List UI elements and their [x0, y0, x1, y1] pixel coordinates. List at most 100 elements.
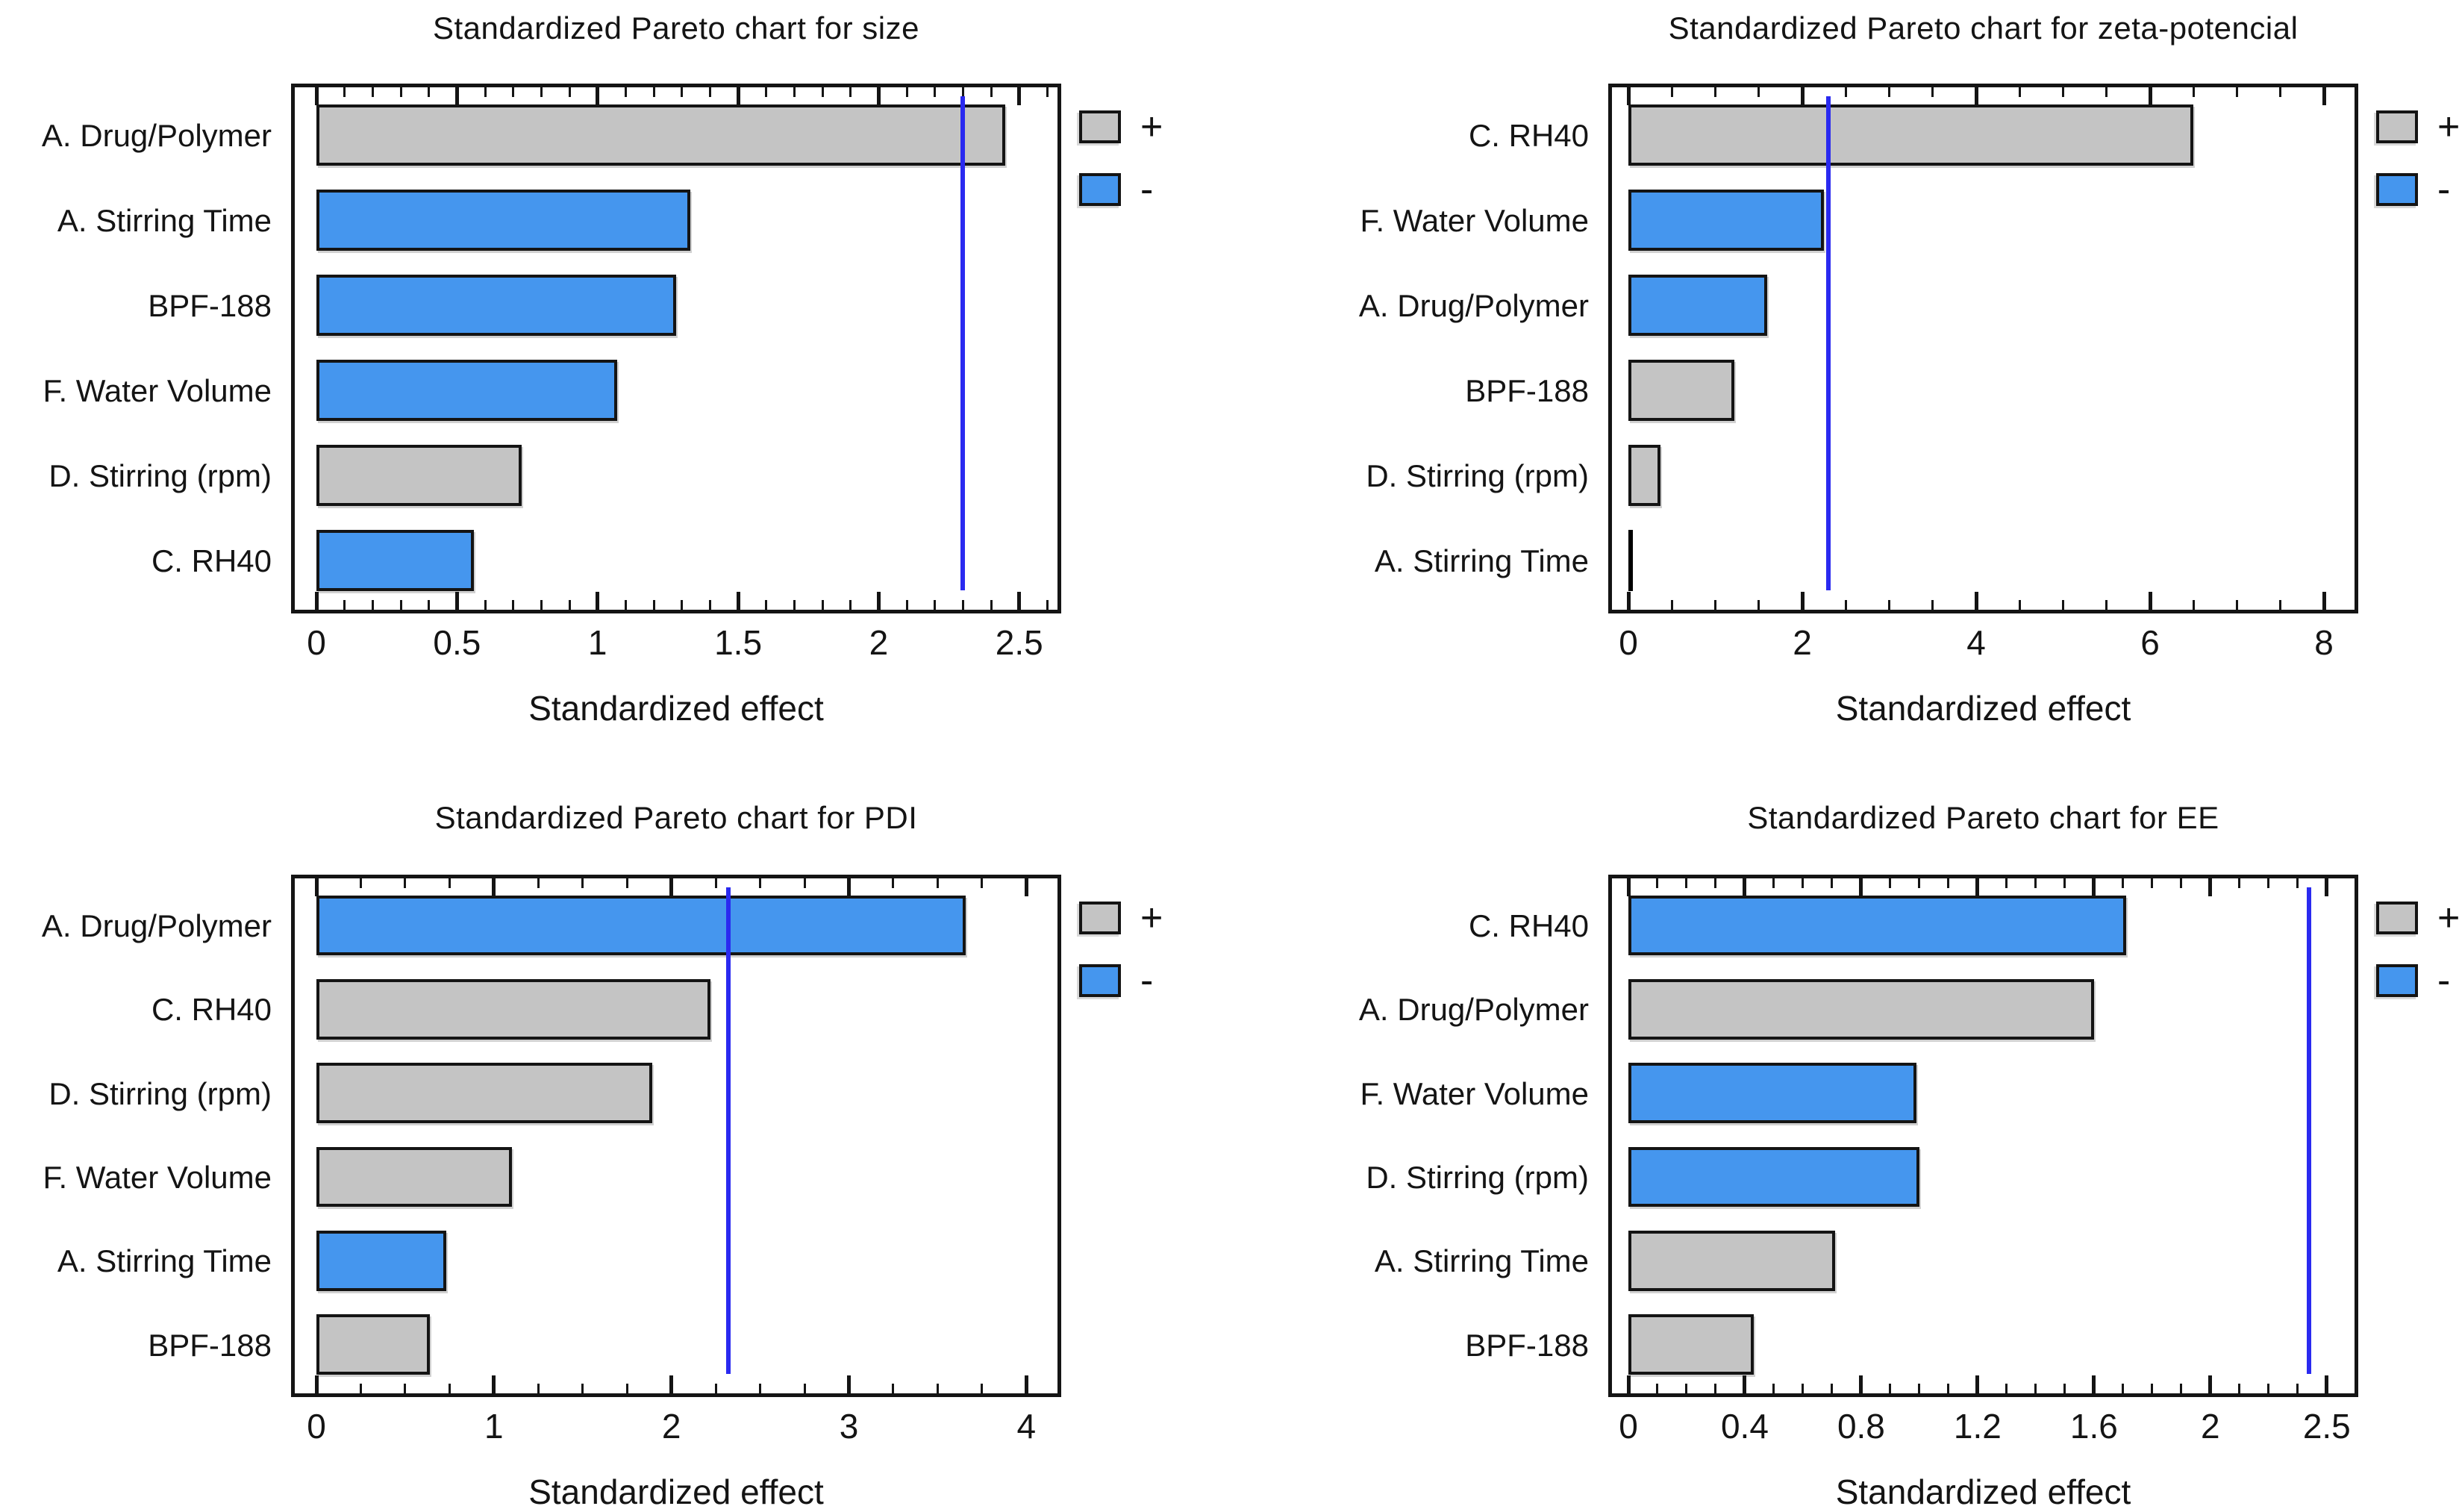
bar-a-drug-polymer [1628, 274, 1768, 336]
axis-minor-tick [2180, 878, 2183, 888]
axis-major-tick [2208, 1375, 2213, 1393]
axis-minor-tick [2238, 878, 2241, 888]
axis-minor-tick [537, 1384, 540, 1393]
x-tick-label: 0 [307, 1407, 326, 1446]
axis-minor-tick [2236, 600, 2239, 610]
category-label: D. Stirring (rpm) [49, 458, 272, 493]
axis-major-tick [314, 1375, 319, 1393]
axis-minor-tick [2267, 1384, 2270, 1393]
legend-plus-label: + [1140, 896, 1163, 940]
axis-minor-tick [2062, 600, 2065, 610]
axis-major-tick [846, 1375, 851, 1393]
axis-minor-tick [1931, 600, 1934, 610]
legend-minus-label: - [2437, 959, 2451, 1002]
axis-major-tick [876, 87, 881, 105]
reference-line [960, 96, 966, 590]
axis-minor-tick [343, 87, 346, 97]
axis-minor-tick [981, 878, 984, 888]
axis-major-tick [669, 1375, 674, 1393]
bar-c-rh40 [1628, 104, 2194, 166]
axis-minor-tick [892, 1384, 895, 1393]
bar-d-stirring-rpm- [1628, 1146, 1919, 1208]
axis-minor-tick [1656, 878, 1659, 888]
reference-line [2307, 887, 2312, 1374]
x-axis-label: Standardized effect [528, 1472, 824, 1511]
x-axis-label: Standardized effect [528, 689, 824, 728]
axis-major-tick [1626, 592, 1631, 610]
bar-a-drug-polymer [1628, 978, 2094, 1040]
legend-minus-swatch [2376, 964, 2418, 997]
legend-minus-swatch [1079, 173, 1121, 206]
x-tick-label: 3 [839, 1407, 859, 1446]
legend-plus-entry: + [1079, 105, 1163, 149]
x-tick-labels: 0 0.5 1 1.5 2 2.5 [291, 622, 1061, 666]
legend-plus-label: + [2437, 105, 2459, 149]
axis-major-tick [1017, 592, 1022, 610]
axis-minor-tick [934, 600, 937, 610]
category-label: A. Stirring Time [1374, 543, 1589, 578]
x-tick-label: 2 [1793, 623, 1812, 662]
axis-minor-tick [759, 878, 762, 888]
axis-major-tick [2148, 87, 2152, 105]
legend-plus-label: + [2437, 896, 2459, 940]
axis-minor-tick [934, 87, 937, 97]
legend-plus-label: + [1140, 105, 1163, 149]
axis-minor-tick [990, 600, 993, 610]
legend-minus-label: - [1140, 168, 1154, 211]
axis-minor-tick [568, 600, 571, 610]
axis-minor-tick [1947, 1384, 1950, 1393]
axis-minor-tick [1714, 600, 1716, 610]
legend-plus-swatch [2376, 902, 2418, 934]
legend: + - [2376, 105, 2459, 236]
axis-minor-tick [1046, 600, 1049, 610]
axis-minor-tick [961, 87, 964, 97]
axis-minor-tick [1046, 87, 1049, 97]
axis-minor-tick [2034, 878, 2037, 888]
bar-bpf-188 [1628, 359, 1735, 421]
x-tick-label: 0 [1619, 623, 1638, 662]
pareto-chart-size: Standardized Pareto chart for size A. Dr… [0, 0, 1229, 749]
axis-minor-tick [1844, 87, 1847, 97]
axis-major-tick [454, 87, 459, 105]
chart-title: Standardized Pareto chart for size [432, 10, 919, 46]
axis-minor-tick [512, 87, 515, 97]
plot-frame [1608, 875, 2358, 1397]
axis-minor-tick [1670, 87, 1673, 97]
axis-major-tick [492, 1375, 496, 1393]
legend-plus-swatch [1079, 902, 1121, 934]
axis-minor-tick [2267, 878, 2270, 888]
axis-minor-tick [961, 600, 964, 610]
axis-major-tick [2092, 1375, 2096, 1393]
axis-minor-tick [981, 1384, 984, 1393]
axis-minor-tick [404, 878, 407, 888]
axis-major-tick [2322, 87, 2326, 105]
axis-major-tick [1974, 592, 1978, 610]
pareto-chart-zeta-potencial: Standardized Pareto chart for zeta-poten… [1229, 0, 2459, 749]
category-label: A. Drug/Polymer [41, 908, 272, 944]
axis-minor-tick [2105, 87, 2108, 97]
axis-major-tick [596, 87, 600, 105]
axis-major-tick [1800, 592, 1805, 610]
category-label: BPF-188 [1465, 373, 1589, 408]
axis-major-tick [1017, 87, 1022, 105]
bar-bpf-188 [1628, 1314, 1754, 1375]
axis-minor-tick [849, 600, 852, 610]
bar-a-stirring-time [316, 1230, 446, 1291]
axis-minor-tick [793, 87, 796, 97]
axis-minor-tick [624, 87, 627, 97]
axis-minor-tick [484, 87, 487, 97]
x-tick-label: 0.4 [1720, 1407, 1769, 1446]
bar-f-water-volume [1628, 1063, 1917, 1124]
legend-minus-entry: - [1079, 168, 1163, 211]
pareto-chart-pdi: Standardized Pareto chart for PDI A. Dru… [0, 749, 1229, 1511]
axis-minor-tick [803, 878, 806, 888]
axis-minor-tick [2238, 1384, 2241, 1393]
axis-minor-tick [1947, 878, 1950, 888]
axis-major-tick [1024, 878, 1028, 896]
axis-minor-tick [1757, 600, 1760, 610]
axis-major-tick [1859, 1375, 1863, 1393]
axis-minor-tick [2005, 1384, 2008, 1393]
axis-major-tick [876, 592, 881, 610]
legend-plus-swatch [2376, 110, 2418, 143]
axis-minor-tick [1889, 1384, 1892, 1393]
